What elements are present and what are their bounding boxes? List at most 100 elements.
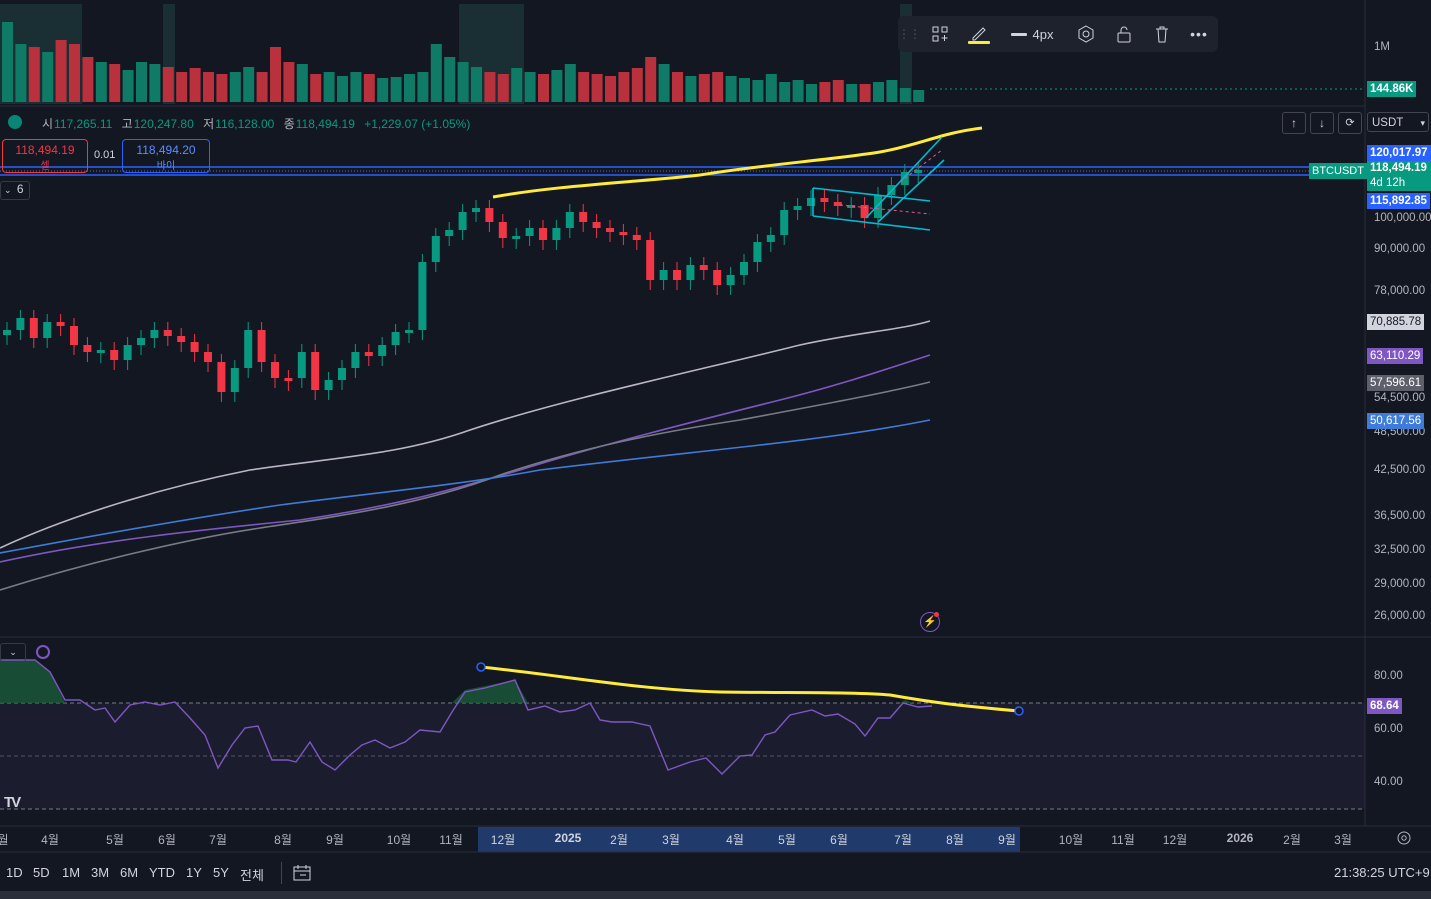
price-label-54500: 54,500.00 [1374,392,1426,404]
time-label: 12월 [490,833,516,847]
notification-dot [934,612,939,617]
time-label: 11월 [1111,833,1135,847]
open-label: 시 [42,117,54,131]
rsi-line [0,659,933,775]
range-button[interactable]: 6M [120,865,139,880]
spread-value: 0.01 [94,149,116,161]
rsi-loop-icon[interactable] [36,645,50,659]
time-label: 3월 [662,833,680,847]
time-label: 6월 [158,833,176,847]
arrow-down-icon: ↓ [1319,116,1325,130]
buy-button[interactable]: 118,494.20 바이 [122,139,210,173]
time-label: 4월 [41,833,59,847]
tradingview-logo[interactable]: TV [4,794,21,811]
price-candles [3,162,923,402]
time-label: 7월 [894,833,912,847]
scroll-down-button[interactable]: ↓ [1310,112,1334,134]
symbol-visibility-toggle[interactable] [8,115,22,129]
arrow-up-icon: ↑ [1291,116,1297,130]
last-price: 118,494.19 [1370,162,1427,174]
sell-price: 118,494.19 [15,143,75,157]
close-value: 118,494.19 [295,117,355,131]
rsi-current-tag: 68.64 [1367,698,1402,714]
price-label-26000: 26,000.00 [1374,610,1426,622]
price-label-29000: 29,000.00 [1374,578,1426,590]
change-value: +1,229.07 (+1.05%) [364,117,471,131]
range-button[interactable]: 1Y [186,865,202,880]
range-button[interactable]: 전체 [240,868,264,883]
range-divider [281,862,282,884]
volume-bars [2,22,925,102]
line-width-button[interactable]: 4px [1006,24,1058,44]
low-label: 저 [203,117,215,131]
time-label: 6월 [830,833,848,847]
indicators-toggle[interactable]: ⌄ 6 [0,181,30,200]
price-label-78000: 78,000.00 [1374,285,1426,297]
yellow-trend-drawing[interactable] [492,126,983,199]
flag-channel-drawing[interactable] [812,136,945,231]
buy-price: 118,494.20 [136,143,196,157]
range-button[interactable]: 5D [33,865,50,880]
ma-purple-line [0,354,931,563]
scroll-up-button[interactable]: ↑ [1282,112,1306,134]
time-label: 2월 [1283,833,1301,847]
bar-countdown: 4d 12h [1370,177,1406,189]
time-label: 2월 [610,833,628,847]
time-label: 7월 [209,833,227,847]
currency-select[interactable]: USDT ▾ [1367,112,1429,132]
sell-label: 셀 [40,161,50,172]
range-button[interactable]: 5Y [213,865,229,880]
time-range-highlight [478,827,1020,852]
rsi-label-60: 60.00 [1374,723,1403,735]
price-label-100000: 100,000.00 [1374,212,1431,224]
low-value: 116,128.00 [215,117,275,131]
ma-blue-line [0,419,931,554]
price-label-36500: 36,500.00 [1374,510,1426,522]
time-label: 2026 [1226,831,1254,845]
range-button[interactable]: YTD [149,865,175,880]
range-button[interactable]: 1D [6,865,23,880]
sell-button[interactable]: 118,494.19 셀 [2,139,88,173]
settings-icon[interactable] [1074,24,1098,44]
volume-current-tag: 144.86K [1367,81,1417,97]
rsi-divergence-drawing[interactable] [480,665,1020,713]
close-label: 종 [283,117,295,131]
settings-icon[interactable] [1396,830,1412,846]
date-range-icon[interactable] [292,863,312,883]
chevron-down-icon: ⌄ [9,647,17,657]
price-label-32500: 32,500.00 [1374,544,1426,556]
price-label-42500: 42,500.00 [1374,464,1426,476]
lightning-icon[interactable]: ⚡ [920,612,940,632]
time-label: 9월 [326,833,344,847]
rsi-label-40: 40.00 [1374,776,1403,788]
pencil-icon[interactable] [966,24,992,44]
refresh-icon: ⟳ [1345,117,1355,129]
template-icon[interactable] [928,24,952,44]
high-label: 고 [121,117,133,131]
time-label: 4월 [726,833,744,847]
ma-purple-tag: 63,110.29 [1367,348,1424,364]
reset-scale-button[interactable]: ⟳ [1338,112,1362,134]
time-label: 월 [0,833,9,847]
rsi-collapse-toggle[interactable]: ⌄ [0,643,26,662]
line-width-value: 4px [1032,26,1054,42]
clock[interactable]: 21:38:25 UTC+9 [1334,865,1430,880]
drag-handle-icon[interactable]: ⋮⋮ [898,27,921,41]
time-label: 10월 [1058,833,1084,847]
time-label: 9월 [998,833,1016,847]
more-icon[interactable]: ••• [1190,26,1208,42]
ma-blue-tag: 50,617.56 [1367,413,1425,429]
time-label: 8월 [274,833,292,847]
price-label-90000: 90,000.00 [1374,243,1426,255]
range-button[interactable]: 3M [91,865,110,880]
trash-icon[interactable] [1150,24,1174,44]
range-button[interactable]: 1M [62,865,81,880]
time-label: 5월 [778,833,796,847]
symbol-tag: BTCUSDT [1309,163,1367,179]
lock-icon[interactable] [1112,24,1136,44]
indicators-count: 6 [16,182,24,196]
line-width-icon [1010,32,1027,36]
buy-label: 바이 [156,161,176,172]
ma-white-tag: 70,885.78 [1367,314,1425,330]
